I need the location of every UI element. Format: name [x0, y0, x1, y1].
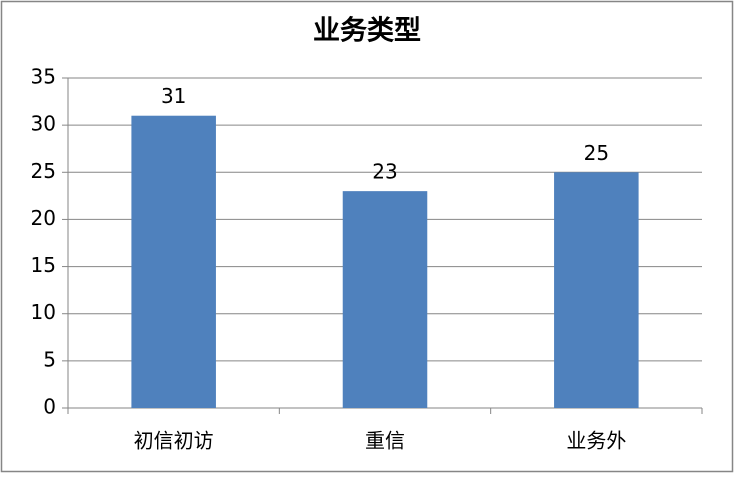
y-tick-label: 5 — [43, 347, 56, 371]
y-tick-label: 20 — [31, 206, 56, 230]
value-label: 23 — [372, 160, 397, 184]
y-tick-label: 35 — [31, 65, 56, 89]
chart-title: 业务类型 — [313, 16, 421, 47]
y-tick-label: 10 — [31, 300, 56, 324]
value-label: 31 — [161, 84, 186, 108]
y-tick-label: 0 — [43, 395, 56, 419]
y-tick-label: 30 — [31, 112, 56, 136]
x-tick-label: 初信初访 — [134, 429, 214, 453]
y-tick-label: 25 — [31, 159, 56, 183]
y-tick-label: 15 — [31, 253, 56, 277]
bar — [131, 115, 216, 408]
value-label: 25 — [584, 141, 609, 165]
x-tick-label: 业务外 — [566, 429, 626, 453]
x-tick-label: 重信 — [365, 429, 405, 453]
bar — [342, 191, 428, 408]
bar — [554, 172, 639, 408]
